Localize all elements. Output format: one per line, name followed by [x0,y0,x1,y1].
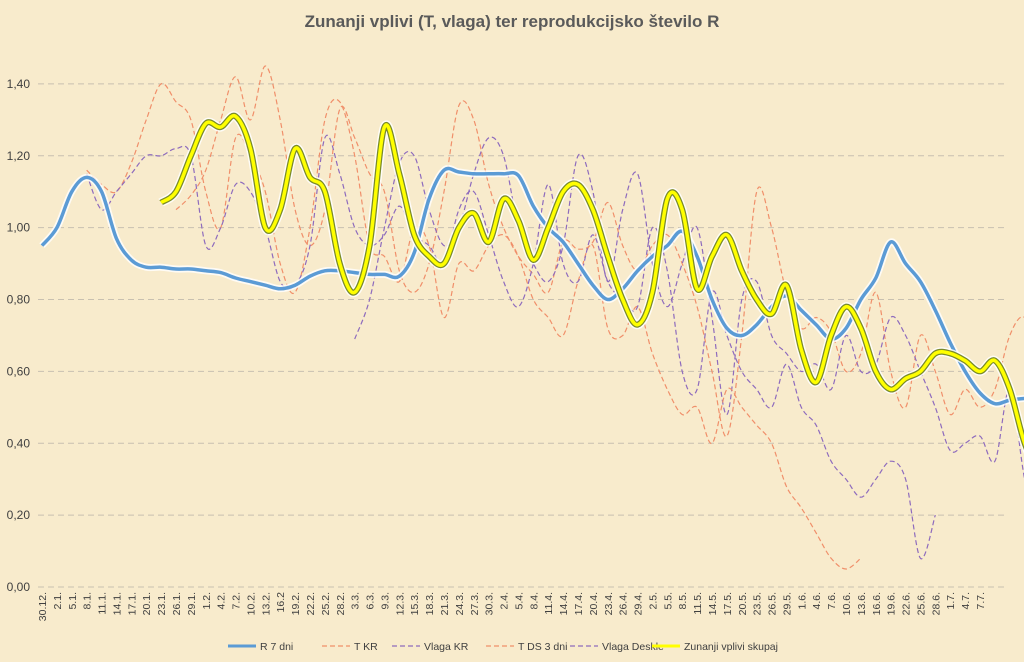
x-tick-label: 1.7. [945,592,957,610]
x-tick-label: 8.4. [528,592,540,610]
x-tick-label: 3.3. [350,592,362,610]
legend-label: R 7 dni [260,641,293,653]
x-tick-label: 17.4. [573,592,585,615]
series-zunanji-vplivi-skupaj-glow [158,111,1024,455]
series-vlaga-kr-line [354,136,1024,479]
legend-label: T DS 3 dni [518,641,567,653]
x-tick-label: 14.1. [111,592,123,615]
x-tick-label: 29.1. [186,592,198,615]
x-tick-label: 14.4. [558,592,570,615]
y-tick-label: 0,80 [7,293,31,307]
x-tick-label: 12.3. [394,592,406,615]
x-tick-label: 11.5. [692,592,704,615]
x-tick-label: 17.5. [722,592,734,615]
x-tick-label: 11.4. [543,592,555,615]
x-tick-label: 11.1. [97,592,109,615]
x-tick-label: 2.4. [499,592,511,610]
x-tick-label: 7.7. [975,592,987,610]
x-axis-ticks: 30.12. 2.1. 5.1. 8.1. 11.1. 14.1. 17.1. 20.1. 23… [37,592,987,621]
x-tick-label: 7.6. [826,592,838,610]
x-tick-label: 18.3. [424,592,436,615]
x-tick-label: 25.6. [915,592,927,615]
y-tick-label: 0,20 [7,508,31,522]
chart-title: Zunanji vplivi (T, vlaga) ter reprodukci… [305,12,720,31]
x-tick-label: 5.5. [662,592,674,610]
x-tick-label: 30.12. [37,592,49,621]
x-tick-label: 15.3. [409,592,421,615]
x-tick-label: 4.6. [811,592,823,610]
x-tick-label: 1.2. [201,592,213,610]
x-tick-label: 13.6. [856,592,868,615]
legend-label: Vlaga KR [424,641,469,653]
series-t-ds-3-dni-line [86,82,862,570]
x-tick-label: 27.3. [469,592,481,615]
x-tick-label: 26.1. [171,592,183,615]
series-zunanji-vplivi-skupaj-line [160,114,1024,447]
y-tick-label: 1,40 [7,77,31,91]
x-tick-label: 10.6. [841,592,853,615]
x-tick-label: 22.6. [901,592,913,615]
y-axis-ticks: 0,00 0,20 0,40 0,60 0,80 1,00 1,20 1,40 [7,77,31,594]
x-tick-label: 23.1. [156,592,168,615]
x-tick-label: 16.6. [871,592,883,615]
x-tick-label: 8.1. [82,592,94,610]
x-tick-label: 28.2. [335,592,347,615]
x-tick-label: 1.6. [796,592,808,610]
x-tick-label: 29.4. [633,592,645,615]
x-tick-label: 13.2. [260,592,272,615]
x-tick-label: 5.4. [513,592,525,610]
series-vlaga-deskle-line [86,134,936,560]
x-tick-label: 19.2. [290,592,302,615]
x-tick-label: 21.3. [439,592,451,615]
x-tick-label: 29.5. [781,592,793,615]
x-tick-label: 20.4. [588,592,600,615]
x-tick-label: 4.2. [216,592,228,610]
x-tick-label: 28.6. [930,592,942,615]
legend-label: T KR [354,641,378,653]
x-tick-label: 17.1. [126,592,138,615]
legend-label: Zunanji vplivi skupaj [684,641,778,653]
x-tick-label: 30.3. [484,592,496,615]
x-tick-label: 7.2. [231,592,243,610]
x-tick-label: 19.6. [886,592,898,615]
y-tick-label: 0,40 [7,436,31,450]
legend: R 7 dni T KR Vlaga KR T DS 3 dni Vlaga Deskl… [228,641,778,653]
x-tick-label: 20.5. [737,592,749,615]
x-tick-label: 20.1. [141,592,153,615]
x-tick-label: 6.3. [365,592,377,610]
y-tick-label: 1,20 [7,149,31,163]
x-tick-label: 22.2. [305,592,317,615]
x-tick-label: 14.5. [707,592,719,615]
x-tick-label: 10.2. [245,592,257,615]
y-tick-label: 0,60 [7,364,31,378]
x-tick-label: 2.5. [647,592,659,610]
x-tick-label: 23.5. [752,592,764,615]
series-layer [39,65,1024,570]
x-tick-label: 25.2. [320,592,332,615]
x-tick-label: 16.2 [275,592,287,613]
x-tick-label: 23.4. [603,592,615,615]
x-tick-label: 5.1. [67,592,79,610]
x-tick-label: 2.1. [52,592,64,610]
series-t-kr-line [175,65,1024,437]
x-tick-label: 24.3. [454,592,466,615]
x-tick-label: 9.3. [379,592,391,610]
x-tick-label: 26.5. [767,592,779,615]
y-tick-label: 0,00 [7,580,31,594]
legend-label: Vlaga Deskle [602,641,664,653]
x-tick-label: 26.4. [618,592,630,615]
x-tick-label: 4.7. [960,592,972,610]
x-tick-label: 8.5. [677,592,689,610]
y-tick-label: 1,00 [7,221,31,235]
